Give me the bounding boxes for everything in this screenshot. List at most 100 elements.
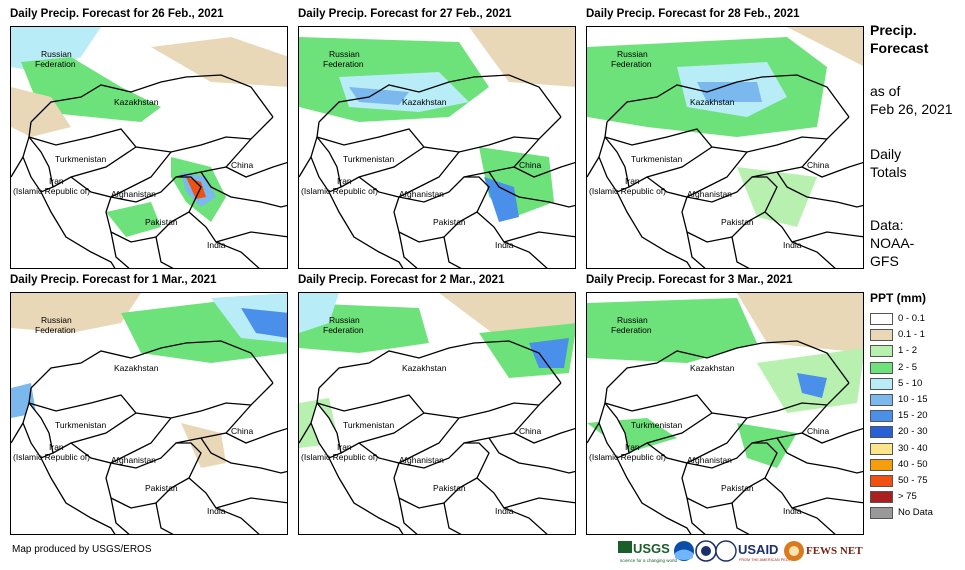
label-iran: Iran — [49, 176, 64, 186]
dos-seal — [695, 540, 717, 562]
label-china: China — [519, 160, 541, 170]
legend-swatch — [870, 491, 893, 504]
precip-map: Russian Federation Kazakhstan Turkmenist… — [586, 26, 864, 269]
legend-item: 20 - 30 — [870, 425, 965, 440]
label-turkmenistan: Turkmenistan — [631, 420, 682, 430]
sidebar-asof: as of — [870, 83, 901, 99]
label-turkmenistan: Turkmenistan — [55, 154, 106, 164]
fewsnet-logo: FEWS NET — [784, 541, 863, 561]
label-iran-long: (Islamic Republic of) — [589, 186, 666, 196]
legend-label: 2 - 5 — [898, 361, 918, 373]
label-india: India — [495, 506, 514, 516]
label-india: India — [783, 506, 802, 516]
legend-swatch — [870, 345, 893, 358]
label-iran-long: (Islamic Republic of) — [13, 186, 90, 196]
legend-item: 50 - 75 — [870, 474, 965, 489]
legend-item: 15 - 20 — [870, 409, 965, 424]
legend-item: 5 - 10 — [870, 377, 965, 392]
legend-label: No Data — [898, 507, 933, 519]
label-turkmenistan: Turkmenistan — [343, 420, 394, 430]
legend-item: 0.1 - 1 — [870, 328, 965, 343]
sidebar-asof-date: Feb 26, 2021 — [870, 101, 953, 117]
legend-item: 10 - 15 — [870, 393, 965, 408]
label-pakistan: Pakistan — [145, 217, 178, 227]
label-china: China — [231, 426, 253, 436]
label-iran-long: (Islamic Republic of) — [301, 452, 378, 462]
label-china: China — [519, 426, 541, 436]
sidebar-daily: Daily — [870, 146, 902, 162]
legend-label: 40 - 50 — [898, 458, 928, 470]
label-afghanistan: Afghanistan — [687, 189, 732, 199]
label-russia: Russian — [41, 315, 72, 325]
label-turkmenistan: Turkmenistan — [55, 420, 106, 430]
label-federation: Federation — [323, 59, 364, 69]
label-federation: Federation — [611, 325, 652, 335]
label-iran: Iran — [625, 442, 640, 452]
legend-swatch — [870, 426, 893, 439]
label-india: India — [207, 506, 226, 516]
panel-title: Daily Precip. Forecast for 3 Mar., 2021 — [586, 274, 793, 286]
legend-title: PPT (mm) — [870, 291, 927, 305]
label-pakistan: Pakistan — [145, 483, 178, 493]
sidebar-source-model: GFS — [870, 253, 899, 269]
legend-label: 20 - 30 — [898, 426, 928, 438]
label-india: India — [207, 240, 226, 250]
map-credit: Map produced by USGS/EROS — [12, 544, 152, 555]
legend-item: No Data — [870, 506, 965, 521]
label-pakistan: Pakistan — [433, 483, 466, 493]
panel-title: Daily Precip. Forecast for 28 Feb., 2021 — [586, 8, 800, 20]
legend-label: 1 - 2 — [898, 345, 918, 357]
legend-label: 0 - 0.1 — [898, 313, 925, 324]
usaid-tagline: FROM THE AMERICAN PEOPLE — [739, 558, 796, 562]
label-iran: Iran — [49, 442, 64, 452]
label-kazakhstan: Kazakhstan — [114, 363, 159, 373]
legend-swatch — [870, 329, 893, 342]
label-federation: Federation — [35, 59, 76, 69]
usaid-logo: USAID FROM THE AMERICAN PEOPLE — [715, 540, 796, 562]
legend-label: 0.1 - 1 — [898, 329, 925, 341]
label-iran-long: (Islamic Republic of) — [301, 186, 378, 196]
precip-map: Russian Federation Kazakhstan Turkmenist… — [10, 26, 288, 269]
legend-label: 15 - 20 — [898, 410, 928, 422]
usaid-wordmark: USAID — [738, 542, 778, 557]
label-china: China — [807, 160, 829, 170]
panel-title: Daily Precip. Forecast for 1 Mar., 2021 — [10, 274, 217, 286]
label-russia: Russian — [329, 49, 360, 59]
legend-item: 0 - 0.1 — [870, 312, 965, 327]
label-afghanistan: Afghanistan — [111, 455, 156, 465]
label-federation: Federation — [35, 325, 76, 335]
label-kazakhstan: Kazakhstan — [690, 97, 735, 107]
label-kazakhstan: Kazakhstan — [402, 97, 447, 107]
legend-label: 50 - 75 — [898, 475, 928, 486]
label-iran: Iran — [337, 176, 352, 186]
precip-map: Russian Federation Kazakhstan Turkmenist… — [298, 26, 576, 269]
label-kazakhstan: Kazakhstan — [402, 363, 447, 373]
precip-map: Russian Federation Kazakhstan Turkmenist… — [298, 292, 576, 535]
legend-item: 30 - 40 — [870, 442, 965, 457]
usgs-logo: USGS science for a changing world — [618, 541, 678, 563]
legend-item: 2 - 5 — [870, 361, 965, 376]
legend-label: > 75 — [898, 491, 917, 503]
legend-swatch — [870, 394, 893, 406]
usgs-wordmark: USGS — [633, 541, 670, 556]
label-pakistan: Pakistan — [721, 483, 754, 493]
label-iran-long: (Islamic Republic of) — [13, 452, 90, 462]
sidebar-data: Data: — [870, 217, 904, 233]
label-pakistan: Pakistan — [433, 217, 466, 227]
label-afghanistan: Afghanistan — [399, 455, 444, 465]
legend-swatch — [870, 475, 893, 487]
label-turkmenistan: Turkmenistan — [631, 154, 682, 164]
label-iran: Iran — [337, 442, 352, 452]
legend-swatch — [870, 458, 893, 471]
label-russia: Russian — [617, 49, 648, 59]
label-russia: Russian — [41, 49, 72, 59]
legend-item: 1 - 2 — [870, 344, 965, 359]
label-pakistan: Pakistan — [721, 217, 754, 227]
panel-title: Daily Precip. Forecast for 27 Feb., 2021 — [298, 8, 512, 20]
label-federation: Federation — [611, 59, 652, 69]
label-india: India — [783, 240, 802, 250]
precip-map: Russian Federation Kazakhstan Turkmenist… — [10, 292, 288, 535]
label-federation: Federation — [323, 325, 364, 335]
label-kazakhstan: Kazakhstan — [114, 97, 159, 107]
partner-logos: USGS science for a changing world USAID … — [618, 538, 863, 564]
